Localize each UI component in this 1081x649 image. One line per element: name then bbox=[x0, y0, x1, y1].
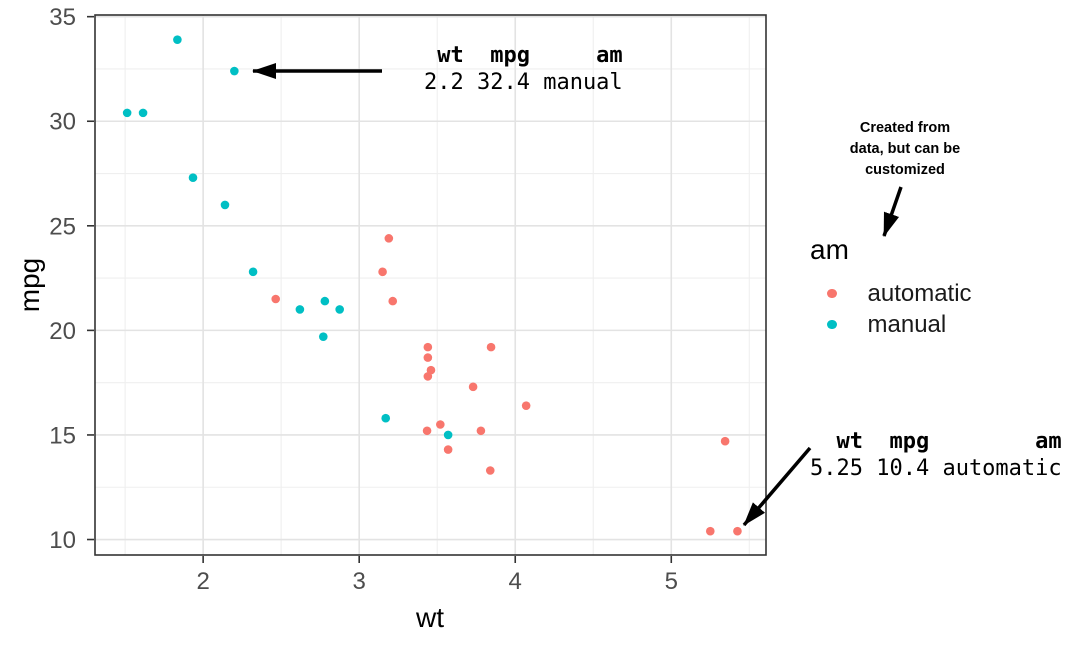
data-point-manual bbox=[122, 108, 132, 118]
x-tick-labels: 2 3 4 5 bbox=[196, 568, 677, 595]
y-tick-labels: 10 15 20 25 30 35 bbox=[49, 4, 76, 554]
data-point-automatic bbox=[486, 342, 496, 352]
data-point-automatic bbox=[521, 401, 531, 410]
data-point-manual bbox=[220, 200, 230, 210]
annotation-automatic-row-values: 5.25 10.4 automatic bbox=[810, 456, 1062, 481]
annotation-automatic-row-header: wt mpg am bbox=[810, 429, 1062, 454]
annotation-arrows bbox=[252, 63, 903, 527]
legend-item-automatic: automatic bbox=[810, 278, 972, 309]
legend-key-dot bbox=[827, 319, 837, 330]
data-point-manual bbox=[295, 305, 305, 314]
data-point-automatic bbox=[423, 342, 433, 352]
legend-item-label: manual bbox=[867, 310, 947, 338]
annotation-manual-row: wt mpg am 2.2 32.4 manual bbox=[424, 42, 623, 96]
y-tick-label: 20 bbox=[49, 318, 76, 345]
data-point-automatic bbox=[476, 426, 486, 436]
data-point-automatic bbox=[436, 420, 445, 429]
data-point-manual bbox=[320, 296, 330, 306]
data-point-automatic bbox=[468, 382, 478, 392]
y-tick-label: 25 bbox=[49, 213, 76, 240]
x-tick-label: 5 bbox=[665, 568, 678, 595]
data-point-manual bbox=[230, 66, 239, 76]
legend-item-label: automatic bbox=[867, 279, 972, 307]
panel-border bbox=[94, 14, 767, 556]
legend-item-manual: manual bbox=[810, 309, 972, 340]
data-point-manual bbox=[335, 305, 344, 314]
annotation-manual-row-values: 2.2 32.4 manual bbox=[424, 70, 623, 95]
data-point-manual bbox=[443, 430, 453, 440]
data-point-automatic bbox=[720, 436, 730, 446]
data-point-automatic bbox=[485, 466, 495, 475]
x-axis-title: wt bbox=[415, 602, 444, 633]
data-point-automatic bbox=[422, 426, 432, 436]
legend: am automatic manual bbox=[810, 234, 972, 340]
data-point-manual bbox=[188, 173, 198, 183]
y-tick-label: 10 bbox=[49, 527, 76, 554]
data-point-automatic bbox=[388, 296, 398, 306]
data-point-automatic bbox=[271, 294, 281, 304]
x-tick-label: 2 bbox=[196, 568, 209, 595]
y-axis-title: mpg bbox=[14, 258, 45, 312]
data-point-automatic bbox=[443, 445, 453, 454]
data-point-automatic bbox=[384, 234, 394, 243]
y-tick-label: 30 bbox=[49, 109, 76, 136]
data-point-automatic bbox=[733, 526, 742, 536]
annotation-arrow bbox=[742, 446, 812, 527]
annotation-automatic-row: wt mpg am 5.25 10.4 automatic bbox=[810, 428, 1062, 482]
data-point-manual bbox=[173, 35, 182, 44]
data-point-manual bbox=[138, 108, 148, 118]
legend-key-dot bbox=[827, 288, 837, 299]
data-point-automatic bbox=[423, 372, 433, 381]
gridlines-minor bbox=[95, 15, 766, 555]
annotation-arrow bbox=[882, 186, 903, 237]
x-tick-label: 3 bbox=[353, 568, 366, 595]
axis-ticks bbox=[87, 15, 673, 563]
data-point-manual bbox=[248, 267, 258, 277]
data-point-automatic bbox=[705, 526, 715, 536]
annotation-manual-row-header: wt mpg am bbox=[424, 43, 623, 68]
points-layer bbox=[122, 35, 742, 536]
legend-title: am bbox=[810, 234, 849, 265]
y-tick-label: 15 bbox=[49, 422, 76, 449]
data-point-automatic bbox=[423, 353, 433, 362]
data-point-automatic bbox=[378, 267, 387, 277]
gridlines-major bbox=[95, 15, 766, 555]
y-tick-label: 35 bbox=[49, 4, 76, 31]
legend-items: automatic manual bbox=[810, 278, 972, 340]
data-point-manual bbox=[381, 413, 391, 423]
annotation-note: Created from data, but can be customized bbox=[849, 120, 961, 178]
data-point-manual bbox=[318, 332, 328, 341]
x-tick-label: 4 bbox=[509, 568, 522, 595]
